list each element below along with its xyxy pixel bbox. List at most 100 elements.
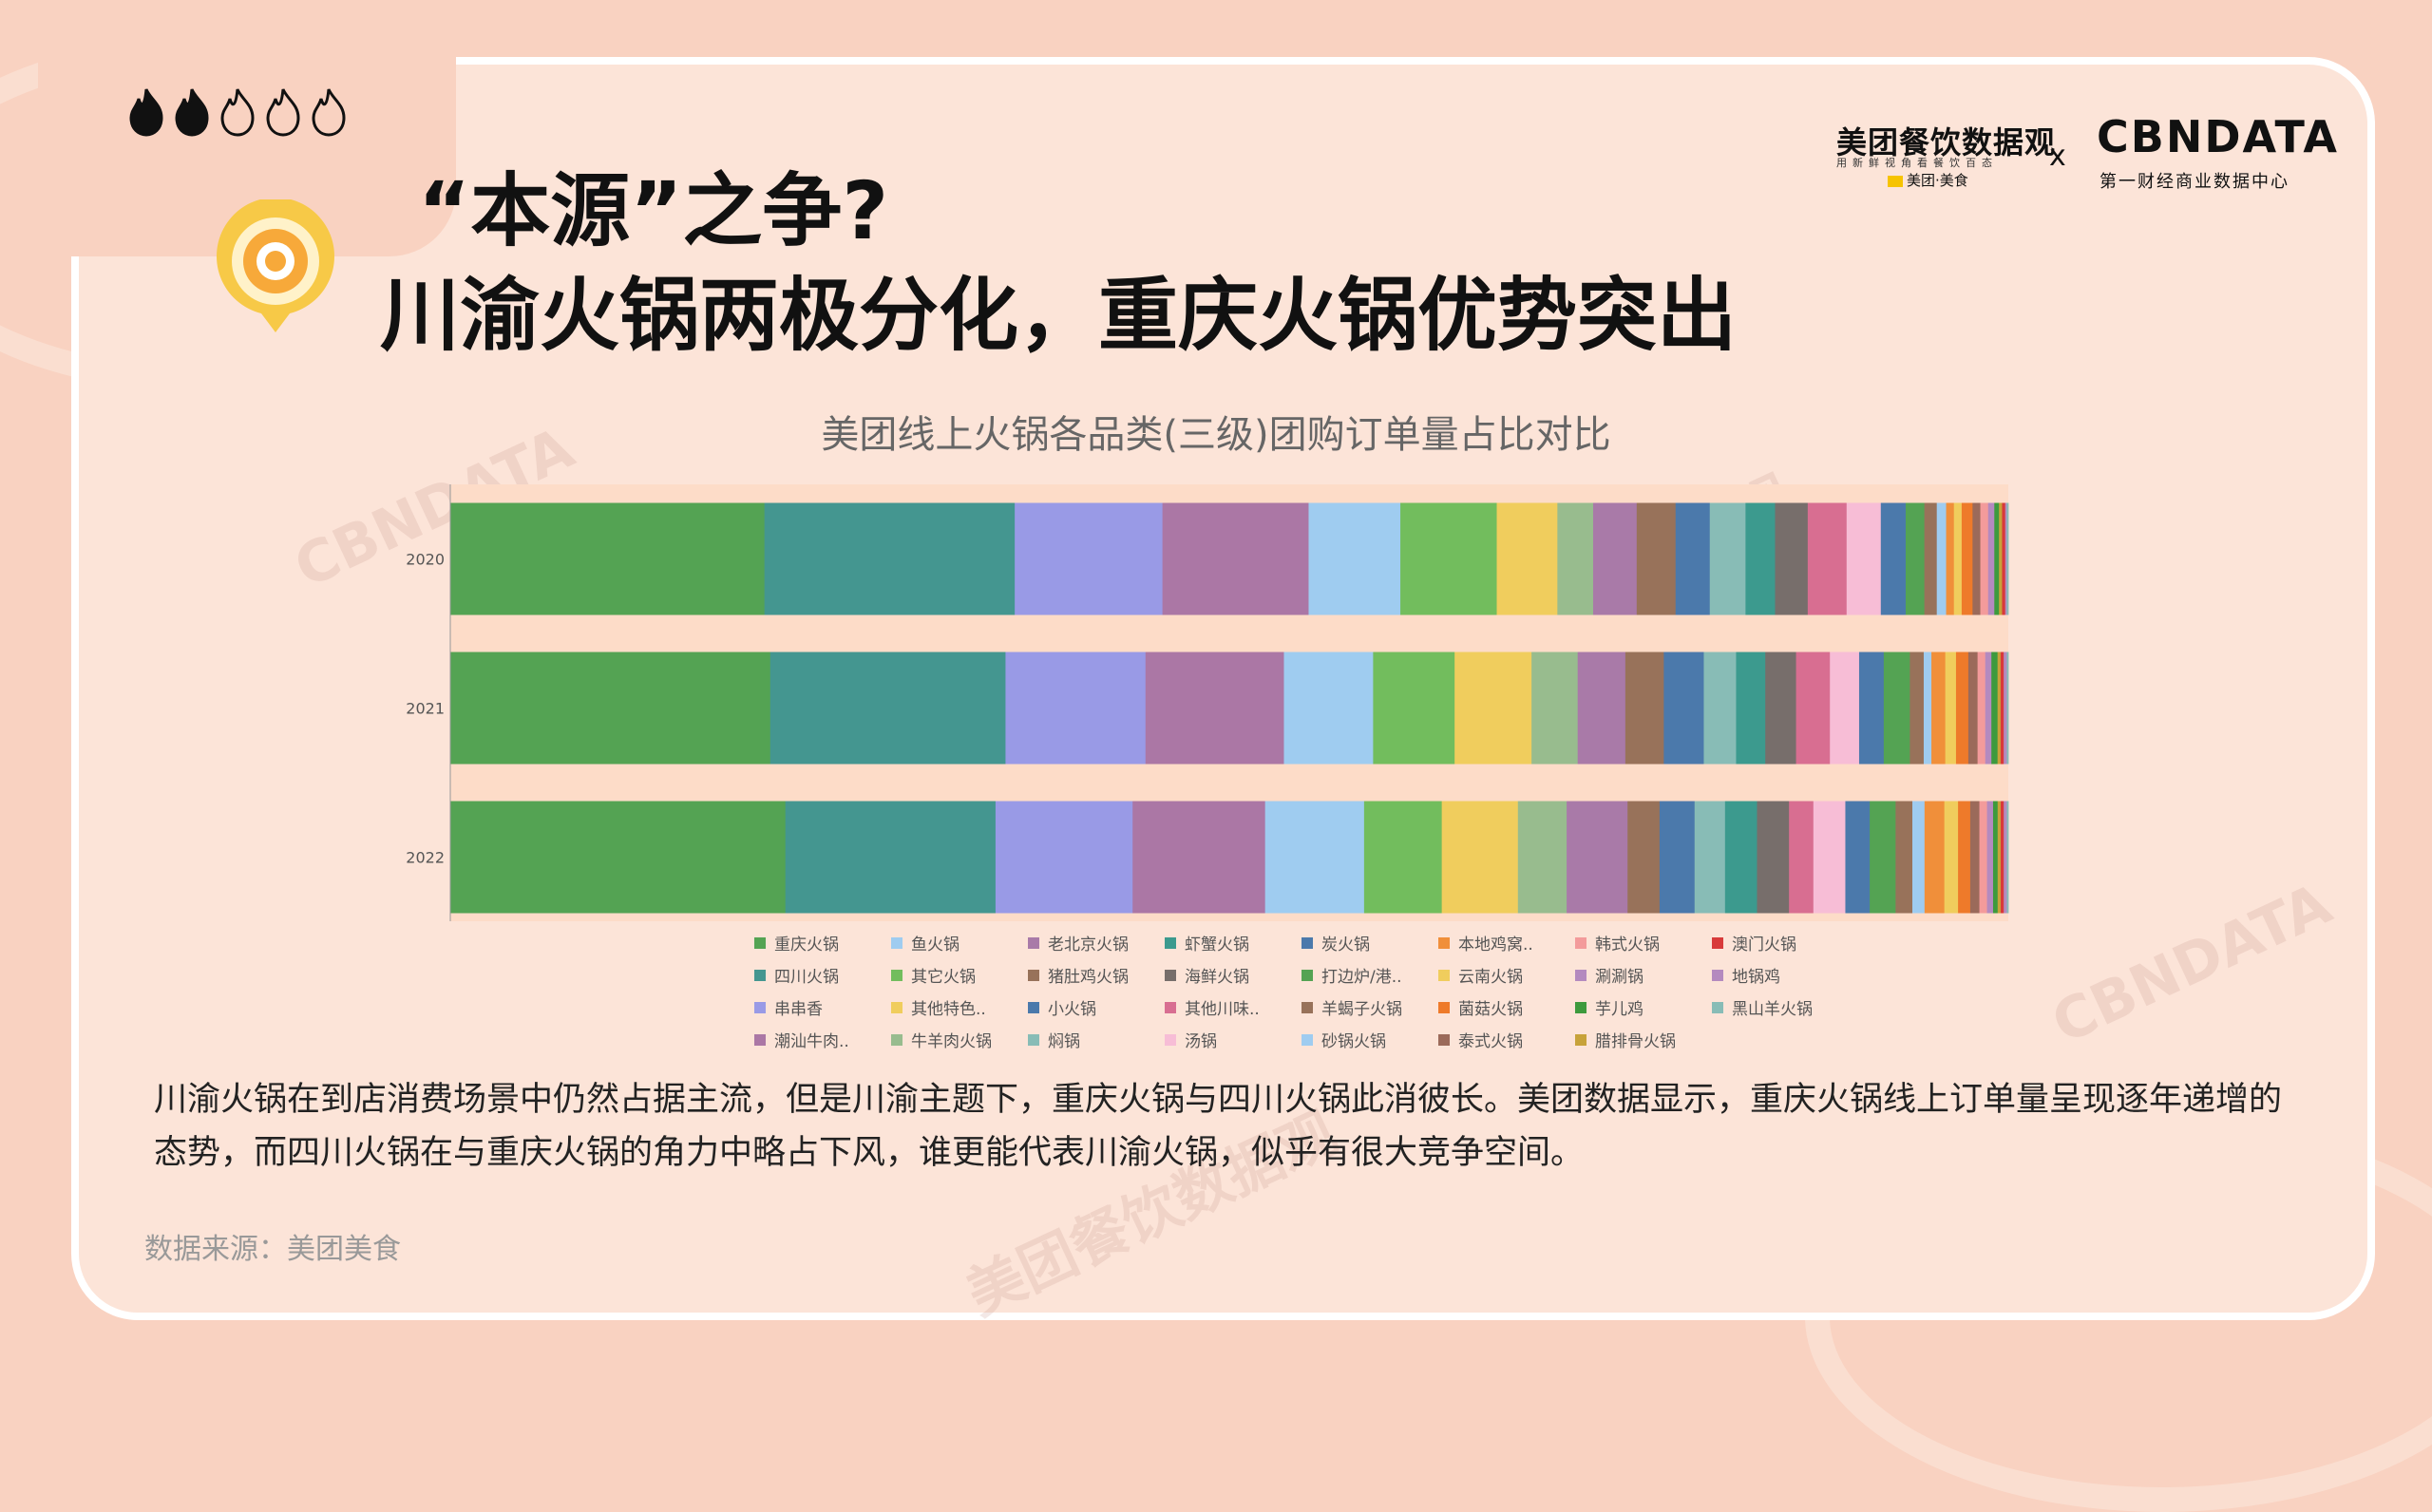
legend-item: 澳门火锅 xyxy=(1712,931,1849,954)
bar-segment xyxy=(1796,652,1831,765)
bar-segment xyxy=(1969,801,1980,914)
legend-item: 鱼火锅 xyxy=(891,931,1028,954)
legend-label: 黑山羊火锅 xyxy=(1732,1000,1813,1019)
legend-item: 焖锅 xyxy=(1028,1028,1165,1051)
legend-label: 鱼火锅 xyxy=(911,936,960,954)
legend-item: 汤锅 xyxy=(1165,1028,1302,1051)
legend-item: 菌菇火锅 xyxy=(1438,995,1575,1019)
bar-segment xyxy=(1724,801,1758,914)
cbndata-logo-title: CBNDATA xyxy=(2097,111,2339,162)
target-pin-icon xyxy=(217,199,334,332)
bar-segment xyxy=(1923,652,1932,765)
legend-item: 潮汕牛肉.. xyxy=(754,1028,891,1051)
meituan-badge: 美团·美食 xyxy=(1888,170,1968,190)
bar-segment xyxy=(1986,801,1994,914)
legend-label: 羊蝎子火锅 xyxy=(1321,1000,1402,1019)
bar-segment xyxy=(764,502,1016,615)
legend-label: 串串香 xyxy=(774,1000,823,1019)
bar-segment xyxy=(1005,652,1147,765)
chart-legend: 重庆火锅 鱼火锅 老北京火锅 虾蟹火锅 炭火锅 本地鸡窝.. 韩式火锅 澳门火锅 四川火锅 其它火… xyxy=(754,931,1849,1051)
legend-label: 猪肚鸡火锅 xyxy=(1048,968,1129,987)
bar-segment xyxy=(2002,502,2006,615)
legend-swatch xyxy=(1575,936,1586,949)
bar-segment xyxy=(1870,801,1896,914)
legend-item: 四川火锅 xyxy=(754,963,891,987)
legend-label: 菌菇火锅 xyxy=(1458,1000,1523,1019)
meituan-logo-subtitle: 用新鲜视角看餐饮百态 xyxy=(1836,157,1998,169)
bar-segment xyxy=(1987,502,1995,615)
legend-swatch xyxy=(1712,936,1723,949)
bar-segment xyxy=(1858,652,1885,765)
legend-item: 腊排骨火锅 xyxy=(1575,1028,1712,1051)
bar-segment xyxy=(1624,652,1664,765)
bar-segment xyxy=(1895,801,1913,914)
bar-segment xyxy=(1454,652,1532,765)
legend-label: 澳门火锅 xyxy=(1732,936,1796,954)
bar-segment xyxy=(2006,801,2009,914)
bar-segment xyxy=(1675,502,1711,615)
legend-label: 其他川味.. xyxy=(1185,1000,1260,1019)
legend-label: 老北京火锅 xyxy=(1048,936,1129,954)
bar-segment xyxy=(1946,502,1955,615)
legend-item: 羊蝎子火锅 xyxy=(1302,995,1438,1019)
flame-filled-icon xyxy=(175,88,209,137)
y-tick-label: 2021 xyxy=(406,700,445,718)
legend-swatch xyxy=(1302,969,1313,981)
bar-segment xyxy=(1283,652,1374,765)
bar-segment xyxy=(1627,801,1661,914)
legend-swatch xyxy=(1438,969,1450,981)
bar-segment xyxy=(1789,801,1814,914)
bar-segment xyxy=(2000,652,2004,765)
legend-item: 本地鸡窝.. xyxy=(1438,931,1575,954)
bar-segment xyxy=(1936,502,1947,615)
legend-label: 虾蟹火锅 xyxy=(1185,936,1249,954)
bar-segment xyxy=(1958,801,1971,914)
bar-segment xyxy=(1985,652,1992,765)
legend-swatch xyxy=(1165,1001,1176,1013)
legend-label: 焖锅 xyxy=(1048,1032,1080,1051)
bar-segment xyxy=(1517,801,1568,914)
legend-item: 其他川味.. xyxy=(1165,995,1302,1019)
legend-swatch xyxy=(1575,1033,1586,1046)
legend-item: 猪肚鸡火锅 xyxy=(1028,963,1165,987)
legend-label: 炭火锅 xyxy=(1321,936,1370,954)
bar-segment xyxy=(1953,502,1963,615)
legend-swatch xyxy=(1165,936,1176,949)
bar-segment xyxy=(2006,502,2009,615)
y-tick-label: 2020 xyxy=(406,551,445,569)
flame-rating xyxy=(125,87,350,137)
legend-item: 黑山羊火锅 xyxy=(1712,995,1849,1019)
legend-item: 泰式火锅 xyxy=(1438,1028,1575,1051)
data-source: 数据来源：美团美食 xyxy=(144,1233,401,1266)
legend-label: 打边炉/港.. xyxy=(1321,968,1402,987)
legend-swatch xyxy=(754,936,766,949)
bar-segment xyxy=(785,801,997,914)
legend-item: 串串香 xyxy=(754,995,891,1019)
legend-swatch xyxy=(754,1001,766,1013)
legend-item: 涮涮锅 xyxy=(1575,963,1712,987)
bar-segment xyxy=(1015,502,1164,615)
stacked-bar-chart: 2020 2021 2022 xyxy=(406,484,2009,921)
legend-swatch xyxy=(1438,936,1450,949)
bar-segment xyxy=(1807,502,1848,615)
legend-item: 地锅鸡 xyxy=(1712,963,1849,987)
bar-segment xyxy=(1845,801,1871,914)
bar-segment xyxy=(1577,652,1626,765)
bar-segment xyxy=(1945,652,1957,765)
legend-label: 四川火锅 xyxy=(774,968,839,987)
bar-segment xyxy=(1979,801,1987,914)
bar-segment xyxy=(1999,502,2003,615)
body-paragraph: 川渝火锅在到店消费场景中仍然占据主流，但是川渝主题下，重庆火锅与四川火锅此消彼长… xyxy=(154,1081,2283,1172)
legend-swatch xyxy=(1575,1001,1586,1013)
bar-segment xyxy=(1883,652,1910,765)
bar-segment xyxy=(1694,801,1726,914)
bar-segment xyxy=(1264,801,1365,914)
bar-segment xyxy=(1557,502,1594,615)
bar-segment xyxy=(1709,502,1746,615)
legend-item: 韩式火锅 xyxy=(1575,931,1712,954)
legend-swatch xyxy=(1712,1001,1723,1013)
bar-segment xyxy=(1931,652,1947,765)
legend-swatch xyxy=(891,936,902,949)
meituan-logo-title: 美团餐饮数据观 xyxy=(1836,124,2057,161)
legend-item: 其它火锅 xyxy=(891,963,1028,987)
